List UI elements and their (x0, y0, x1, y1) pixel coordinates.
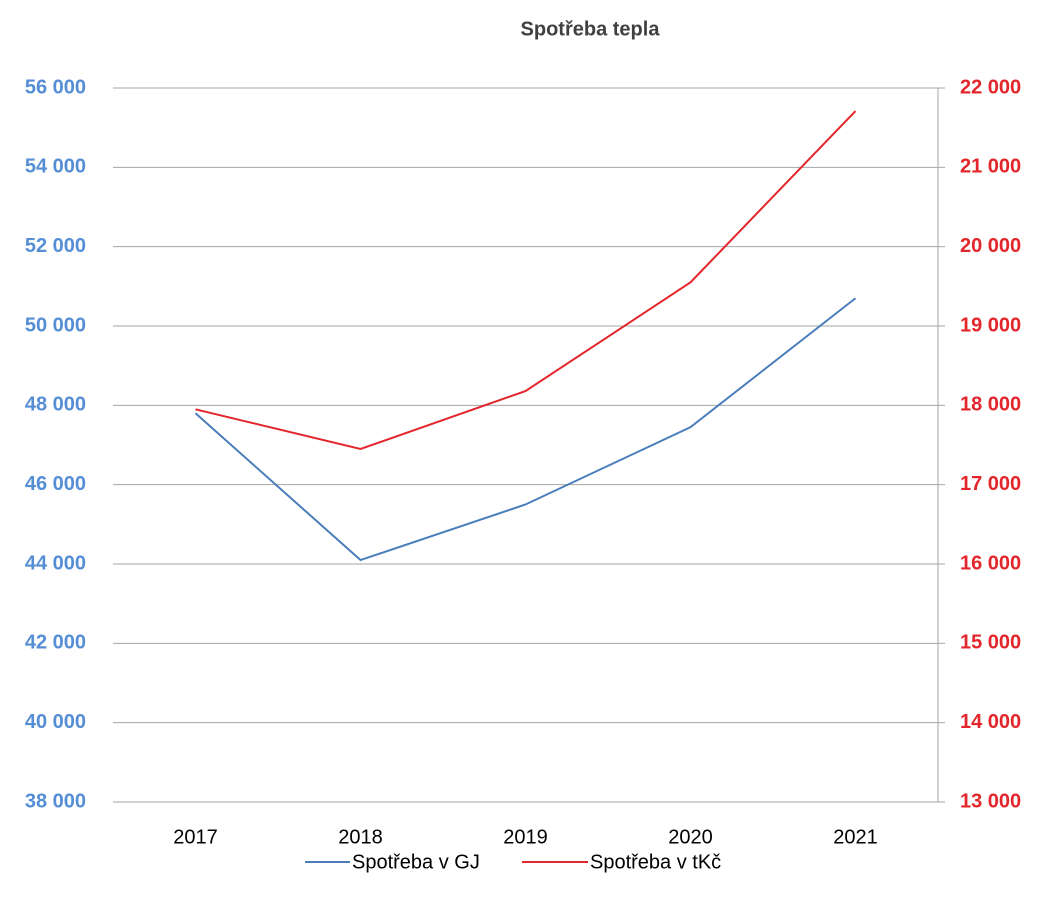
y2-tick-label: 18 000 (960, 394, 1021, 416)
y2-tick-label: 16 000 (960, 552, 1021, 574)
x-tick-label: 2017 (173, 826, 218, 848)
y-tick-label: 48 000 (25, 394, 86, 416)
x-tick-label: 2019 (503, 826, 548, 848)
series-line (194, 297, 857, 562)
y2-tick-label: 17 000 (960, 473, 1021, 495)
y-tick-label: 40 000 (25, 711, 86, 733)
y2-tick-label: 21 000 (960, 156, 1021, 178)
y-tick-label: 50 000 (25, 314, 86, 336)
y2-tick-label: 14 000 (960, 711, 1021, 733)
x-tick-label: 2020 (668, 826, 713, 848)
y2-tick-label: 15 000 (960, 632, 1021, 654)
legend-label: Spotřeba v tKč (590, 851, 721, 873)
legend-label: Spotřeba v GJ (352, 851, 480, 873)
y-tick-label: 54 000 (25, 156, 86, 178)
y-tick-label: 46 000 (25, 473, 86, 495)
y2-tick-label: 13 000 (960, 790, 1021, 812)
y2-tick-label: 20 000 (960, 235, 1021, 257)
y-tick-label: 38 000 (25, 790, 86, 812)
y-tick-label: 56 000 (25, 76, 86, 98)
chart-title: Spotřeba tepla (521, 18, 661, 40)
y-tick-label: 52 000 (25, 235, 86, 257)
y-tick-label: 44 000 (25, 552, 86, 574)
x-tick-label: 2021 (833, 826, 878, 848)
y-tick-label: 42 000 (25, 632, 86, 654)
y2-tick-label: 19 000 (960, 314, 1021, 336)
y2-tick-label: 22 000 (960, 76, 1021, 98)
series-line (195, 110, 857, 451)
x-tick-label: 2018 (338, 826, 383, 848)
